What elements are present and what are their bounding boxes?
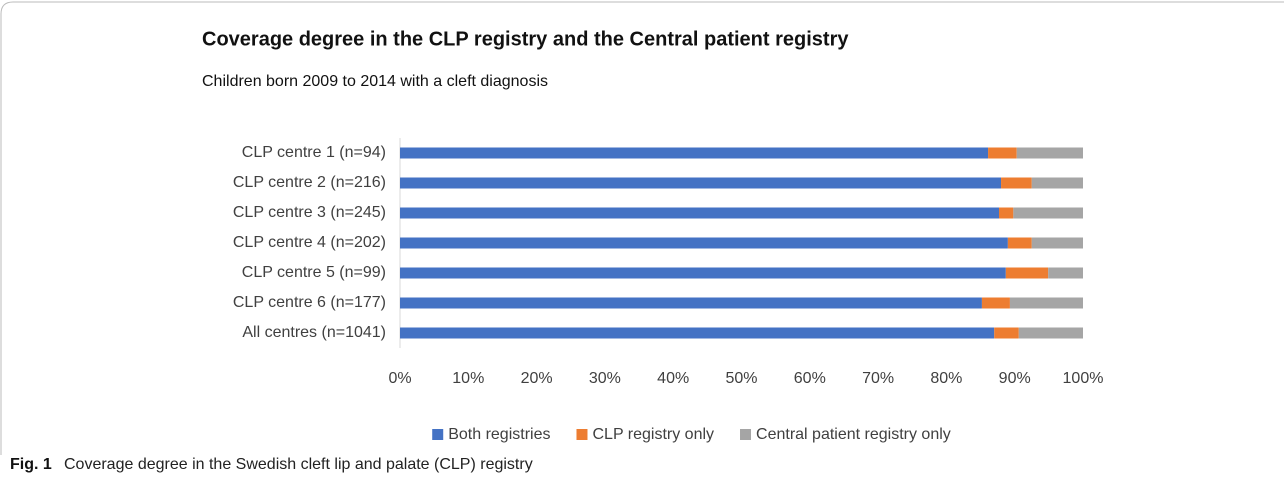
bar-segment: [400, 177, 1002, 189]
y-tick-label: CLP centre 4 (n=202): [233, 234, 386, 251]
bar-segment: [1001, 177, 1032, 189]
bar-segment: [400, 237, 1008, 249]
y-tick-label: CLP centre 1 (n=94): [242, 144, 386, 161]
x-tick-label: 80%: [930, 370, 962, 387]
chart-title: Coverage degree in the CLP registry and …: [202, 28, 849, 50]
x-tick-label: 70%: [862, 370, 894, 387]
legend-label: Central patient registry only: [756, 426, 951, 443]
y-tick-label: CLP centre 3 (n=245): [233, 204, 386, 221]
y-tick-label: All centres (n=1041): [242, 324, 386, 341]
bar-segment: [988, 147, 1017, 159]
bar-segment: [400, 327, 995, 339]
bar-segment: [1005, 267, 1049, 279]
y-tick-label: CLP centre 6 (n=177): [233, 294, 386, 311]
caption-text: Coverage degree in the Swedish cleft lip…: [64, 456, 533, 473]
bar-segment: [1031, 177, 1083, 189]
frame: [0, 1, 1284, 455]
x-tick-label: 20%: [521, 370, 553, 387]
legend-swatch: [576, 429, 588, 440]
bar-segment: [1031, 237, 1083, 249]
chart-subtitle: Children born 2009 to 2014 with a cleft …: [202, 73, 548, 90]
x-tick-label: 50%: [725, 370, 757, 387]
bar-segment: [400, 147, 989, 159]
bar-segment: [994, 327, 1019, 339]
x-tick-label: 10%: [452, 370, 484, 387]
y-tick-label: CLP centre 5 (n=99): [242, 264, 386, 281]
bar-segment: [1007, 237, 1032, 249]
x-tick-label: 90%: [999, 370, 1031, 387]
legend-label: CLP registry only: [592, 426, 714, 443]
bar-segment: [1018, 327, 1083, 339]
bar-segment: [1013, 207, 1083, 219]
legend-label: Both registries: [448, 426, 550, 443]
legend-swatch: [432, 429, 444, 440]
x-tick-label: 100%: [1063, 370, 1104, 387]
x-tick-label: 60%: [794, 370, 826, 387]
bar-segment: [1016, 147, 1083, 159]
caption-label: Fig. 1: [10, 456, 52, 473]
x-tick-label: 30%: [589, 370, 621, 387]
bar-segment: [400, 207, 999, 219]
x-tick-label: 0%: [388, 370, 411, 387]
bar-segment: [1048, 267, 1083, 279]
legend-swatch: [740, 429, 752, 440]
y-tick-label: CLP centre 2 (n=216): [233, 174, 386, 191]
x-tick-label: 40%: [657, 370, 689, 387]
bar-segment: [400, 297, 982, 309]
bar-segment: [998, 207, 1014, 219]
bar-segment: [1009, 297, 1083, 309]
bar-segment: [400, 267, 1006, 279]
bar-segment: [981, 297, 1010, 309]
